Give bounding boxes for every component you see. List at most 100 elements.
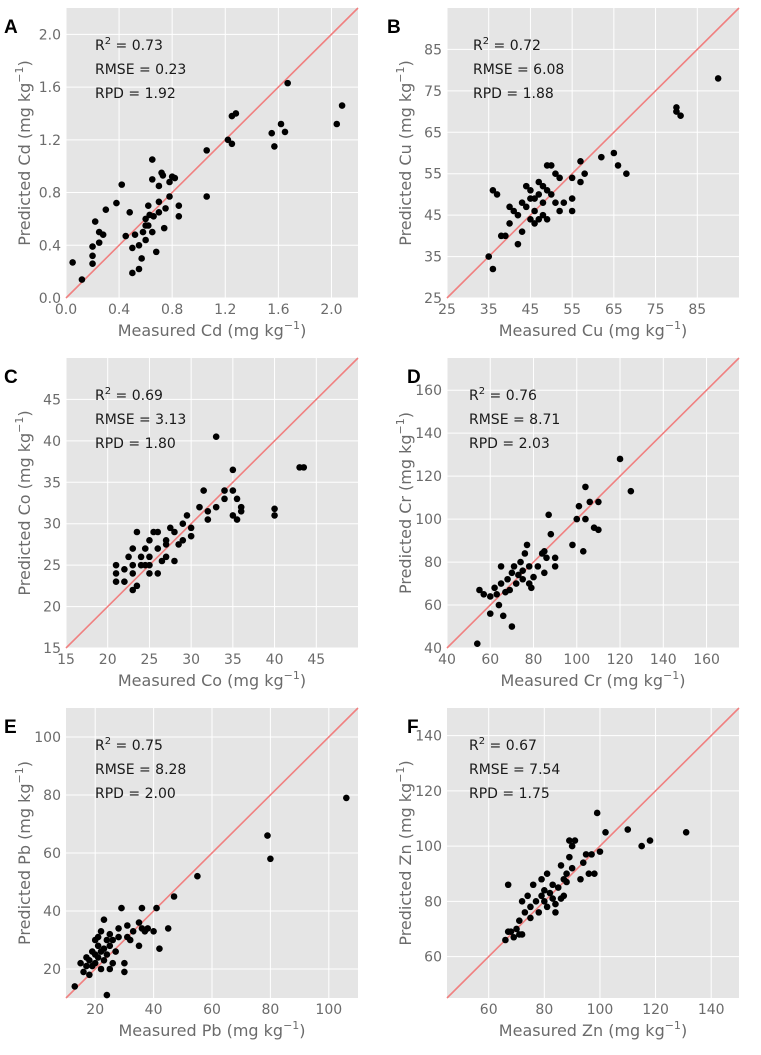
data-point xyxy=(121,968,128,976)
x-tick-label: 75 xyxy=(647,302,665,318)
data-point xyxy=(229,466,237,474)
data-point xyxy=(106,942,114,950)
data-point xyxy=(115,925,122,932)
y-tick-label: 60 xyxy=(43,846,61,862)
x-tick-label: 40 xyxy=(266,652,284,668)
data-point xyxy=(138,255,145,262)
x-tick-label: 20 xyxy=(99,652,117,668)
data-point xyxy=(546,889,554,897)
x-tick-label: 40 xyxy=(145,1002,163,1018)
data-point xyxy=(89,252,96,260)
data-point xyxy=(515,571,522,579)
x-tick-label: 140 xyxy=(650,652,677,668)
grid-lines xyxy=(446,358,739,649)
x-tick-label: 80 xyxy=(525,652,543,668)
r2-stat: R2 = 0.76 xyxy=(469,386,537,404)
data-points xyxy=(473,455,635,648)
data-point xyxy=(581,170,588,178)
one-to-one-line xyxy=(446,357,740,649)
data-point xyxy=(196,503,203,511)
data-point xyxy=(156,945,163,952)
data-point xyxy=(166,193,173,200)
panel-a: A 0.0 0.4 0.8 1.2 1.6 2.0 0.0 0.4 0.8 1.2 1.6 2.0 … xyxy=(0,0,380,350)
data-point xyxy=(616,455,624,463)
data-point xyxy=(343,794,350,802)
data-point xyxy=(554,884,562,891)
data-point xyxy=(133,582,141,590)
data-point xyxy=(486,593,494,600)
x-tick-label: 60 xyxy=(480,1002,498,1018)
data-point xyxy=(568,864,576,872)
y-tick-label: 20 xyxy=(43,962,61,978)
y-axis-label: Predicted Cd (mg kg−1) xyxy=(13,60,34,246)
data-point xyxy=(527,903,534,911)
data-point xyxy=(514,240,522,248)
data-point xyxy=(160,224,168,232)
data-point xyxy=(159,172,167,179)
data-points xyxy=(485,75,722,273)
data-point xyxy=(522,203,530,211)
data-point xyxy=(233,516,241,523)
data-point xyxy=(531,220,538,227)
data-point xyxy=(524,892,531,900)
data-point xyxy=(100,957,108,964)
data-point xyxy=(579,859,587,866)
data-point xyxy=(166,524,174,532)
y-tick-label: 25 xyxy=(424,291,442,307)
y-tick-label: 25 xyxy=(43,558,61,574)
data-point xyxy=(521,909,529,916)
data-point xyxy=(144,202,152,210)
data-point xyxy=(221,495,228,503)
scatter-plot-d: D 40 60 80 100 120 140 160 406080100120140160 … xyxy=(394,357,740,690)
data-point xyxy=(99,231,107,239)
data-point xyxy=(566,837,573,844)
x-tick-label: 1.6 xyxy=(267,302,289,318)
r2-stat: R2 = 0.72 xyxy=(473,36,541,54)
data-point xyxy=(525,563,533,570)
data-point xyxy=(552,900,559,908)
data-point xyxy=(598,153,605,161)
data-point xyxy=(573,515,581,523)
data-point xyxy=(179,520,187,528)
data-point xyxy=(593,809,601,817)
data-point xyxy=(187,524,195,532)
data-point xyxy=(103,936,111,944)
one-to-one-line xyxy=(65,7,359,299)
data-point xyxy=(212,433,220,441)
y-tick-label: 1.6 xyxy=(39,80,61,96)
data-point xyxy=(69,259,76,266)
data-point xyxy=(486,610,494,617)
data-point xyxy=(624,826,632,833)
data-point xyxy=(535,909,543,916)
data-point xyxy=(162,553,170,561)
data-point xyxy=(118,904,125,912)
scatter-plot-e: E 20 40 60 80 100 20 40 60 80 100 R2 = 0.75 RMSE… xyxy=(4,707,359,1040)
x-tick-label: 60 xyxy=(481,652,499,668)
data-point xyxy=(591,870,598,878)
data-point xyxy=(518,228,526,236)
data-point xyxy=(118,181,126,188)
y-tick-label: 40 xyxy=(424,641,442,657)
data-point xyxy=(535,178,543,186)
x-tick-label: 85 xyxy=(688,302,706,318)
data-point xyxy=(518,931,526,938)
data-point xyxy=(113,199,120,207)
x-axis-label: Measured Cu (mg kg−1) xyxy=(499,319,688,340)
data-point xyxy=(121,565,128,573)
data-point xyxy=(229,512,237,519)
x-tick-label: 35 xyxy=(480,302,498,318)
data-point xyxy=(100,916,108,923)
data-point xyxy=(154,570,162,577)
data-point xyxy=(596,848,604,855)
x-tick-label: 35 xyxy=(224,652,242,668)
data-point xyxy=(582,483,589,491)
data-point xyxy=(83,962,90,970)
data-point xyxy=(549,881,556,889)
data-points xyxy=(502,809,690,944)
data-point xyxy=(135,265,143,273)
y-tick-label: 0.4 xyxy=(39,238,61,254)
y-axis-label: Predicted Cu (mg kg−1) xyxy=(394,60,415,246)
data-point xyxy=(146,536,153,544)
r2-stat: R2 = 0.73 xyxy=(95,36,163,54)
data-point xyxy=(577,157,584,165)
